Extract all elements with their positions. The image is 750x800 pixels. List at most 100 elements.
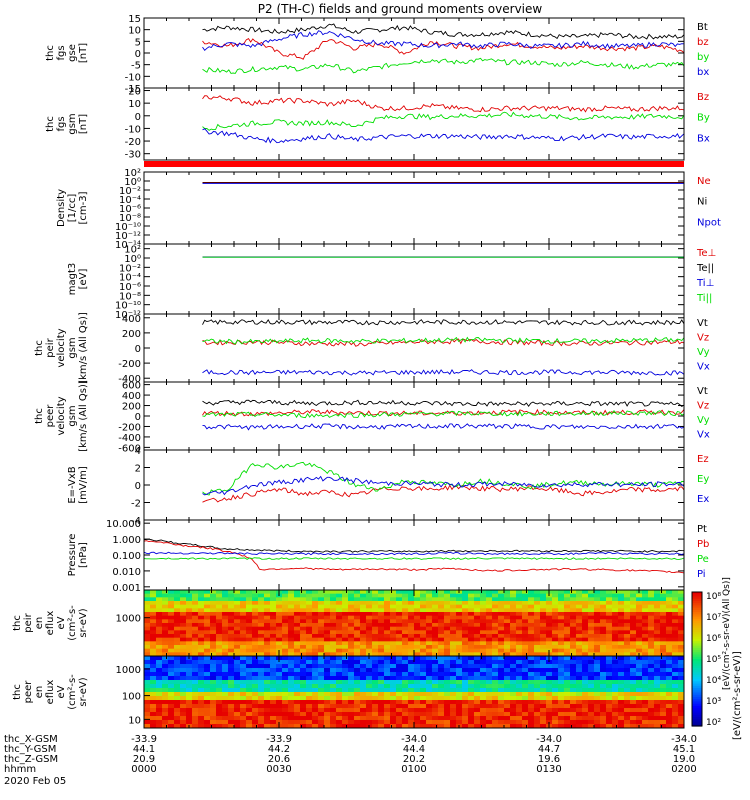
heatmap-cell xyxy=(672,656,679,661)
heatmap-cell xyxy=(570,637,577,642)
heatmap-cell xyxy=(666,684,673,689)
heatmap-cell xyxy=(570,720,577,725)
heatmap-cell xyxy=(558,615,565,620)
heatmap-cell xyxy=(462,660,469,665)
heatmap-cell xyxy=(342,615,349,620)
heatmap-cell xyxy=(282,652,289,657)
heatmap-cell xyxy=(180,641,187,646)
heatmap-cell xyxy=(258,601,265,606)
heatmap-cell xyxy=(522,619,529,624)
heatmap-cell xyxy=(648,684,655,689)
heatmap-cell xyxy=(264,630,271,635)
heatmap-cell xyxy=(312,630,319,635)
heatmap-cell xyxy=(594,680,601,685)
heatmap-cell xyxy=(492,612,499,617)
heatmap-cell xyxy=(234,619,241,624)
heatmap-cell xyxy=(180,623,187,628)
heatmap-cell xyxy=(480,645,487,650)
legend-Te||: Te|| xyxy=(696,263,714,274)
heatmap-cell xyxy=(210,623,217,628)
heatmap-cell xyxy=(252,608,259,613)
heatmap-cell xyxy=(426,601,433,606)
heatmap-cell xyxy=(186,597,193,602)
heatmap-cell xyxy=(642,700,649,705)
heatmap-cell xyxy=(264,716,271,721)
heatmap-cell xyxy=(174,716,181,721)
ytick-label: -4 xyxy=(131,516,141,527)
heatmap-cell xyxy=(624,708,631,713)
heatmap-cell xyxy=(510,619,517,624)
ytick-label: 100 xyxy=(122,692,141,703)
heatmap-cell xyxy=(486,601,493,606)
heatmap-cell xyxy=(144,664,151,669)
heatmap-cell xyxy=(498,688,505,693)
heatmap-cell xyxy=(294,597,301,602)
heatmap-cell xyxy=(420,637,427,642)
heatmap-cell xyxy=(354,664,361,669)
heatmap-cell xyxy=(558,601,565,606)
heatmap-cell xyxy=(408,619,415,624)
heatmap-cell xyxy=(216,680,223,685)
heatmap-cell xyxy=(174,604,181,609)
heatmap-cell xyxy=(342,604,349,609)
ytick-label: 10 xyxy=(128,99,141,110)
heatmap-cell xyxy=(156,630,163,635)
heatmap-cell xyxy=(348,630,355,635)
heatmap-cell xyxy=(294,641,301,646)
heatmap-cell xyxy=(246,656,253,661)
heatmap-cell xyxy=(300,684,307,689)
heatmap-cell xyxy=(354,700,361,705)
heatmap-cell xyxy=(624,626,631,631)
heatmap-cell xyxy=(330,623,337,628)
heatmap-cell xyxy=(606,615,613,620)
heatmap-cell xyxy=(372,648,379,653)
heatmap-cell xyxy=(402,676,409,681)
heatmap-cell xyxy=(678,704,685,709)
heatmap-cell xyxy=(198,676,205,681)
heatmap-cell xyxy=(594,708,601,713)
heatmap-cell xyxy=(612,724,619,729)
heatmap-cell xyxy=(312,664,319,669)
ytick-label: 10² xyxy=(124,168,141,179)
heatmap-cell xyxy=(204,708,211,713)
heatmap-cell xyxy=(540,680,547,685)
heatmap-cell xyxy=(432,604,439,609)
heatmap-cell xyxy=(384,623,391,628)
heatmap-cell xyxy=(474,712,481,717)
heatmap-cell xyxy=(678,668,685,673)
heatmap-cell xyxy=(348,688,355,693)
heatmap-cell xyxy=(414,688,421,693)
heatmap-cell xyxy=(384,712,391,717)
heatmap-cell xyxy=(162,623,169,628)
heatmap-cell xyxy=(648,608,655,613)
panel-6-ylabel: thc peer velocity gsm [km/s (All Qs)] xyxy=(34,380,89,452)
heatmap-cell xyxy=(540,623,547,628)
heatmap-cell xyxy=(216,645,223,650)
heatmap-cell xyxy=(594,593,601,598)
heatmap-cell xyxy=(570,688,577,693)
heatmap-cell xyxy=(474,590,481,595)
heatmap-cell xyxy=(414,716,421,721)
heatmap-cell xyxy=(654,704,661,709)
heatmap-cell xyxy=(492,656,499,661)
heatmap-cell xyxy=(552,612,559,617)
heatmap-cell xyxy=(630,676,637,681)
heatmap-cell xyxy=(300,652,307,657)
heatmap-cell xyxy=(204,660,211,665)
heatmap-cell xyxy=(564,608,571,613)
heatmap-cell xyxy=(222,630,229,635)
heatmap-cell xyxy=(408,684,415,689)
heatmap-cell xyxy=(306,612,313,617)
heatmap-cell xyxy=(330,652,337,657)
heatmap-cell xyxy=(150,652,157,657)
heatmap-cell xyxy=(192,668,199,673)
heatmap-cell xyxy=(348,676,355,681)
heatmap-cell xyxy=(180,593,187,598)
heatmap-cell xyxy=(462,637,469,642)
heatmap-cell xyxy=(150,619,157,624)
heatmap-cell xyxy=(528,668,535,673)
heatmap-cell xyxy=(150,664,157,669)
heatmap-cell xyxy=(456,637,463,642)
heatmap-cell xyxy=(648,630,655,635)
heatmap-cell xyxy=(594,615,601,620)
